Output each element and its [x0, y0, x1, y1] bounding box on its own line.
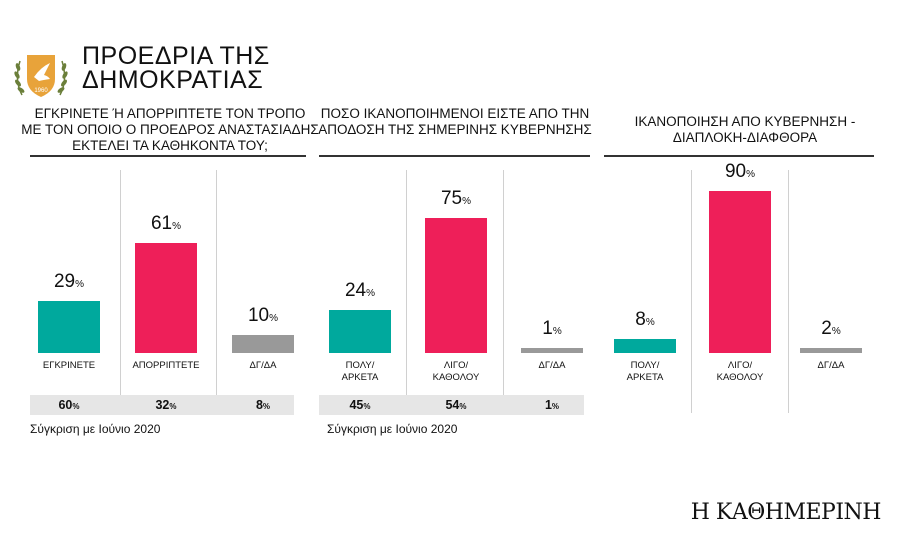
chart-2-value-label: 75% — [440, 188, 472, 209]
chart-1-comparison-note: Σύγκριση με Ιούνιο 2020 — [30, 422, 161, 436]
chart-3-bar — [800, 348, 862, 353]
chart-3-value-label: 8% — [635, 308, 655, 330]
chart-2-bar — [425, 218, 487, 353]
page-title: ΠΡΟΕΔΡΙΑ ΤΗΣ ΔΗΜΟΚΡΑΤΙΑΣ — [82, 42, 270, 94]
chart-2-category-label: ΠΟΛΥ/ΑΡΚΕΤΑ — [341, 360, 379, 383]
chart-2-category-label: ΔΓ/ΔΑ — [538, 360, 566, 371]
chart-3-category-label: ΠΟΛΥ/ΑΡΚΕΤΑ — [626, 360, 664, 383]
chart-2-bar — [521, 348, 583, 353]
chart-2-category-label: ΛΙΓΟ/ΚΑΘΟΛΟΥ — [432, 360, 480, 383]
chart-1-bar — [232, 335, 294, 353]
chart-2-comparison-note: Σύγκριση με Ιούνιο 2020 — [327, 422, 458, 436]
chart-1-title: ΕΓΚΡΙΝΕΤΕ Ή ΑΠΟΡΡΙΠΤΕΤΕ ΤΟΝ ΤΡΟΠΟ ΜΕ ΤΟΝ… — [21, 106, 319, 153]
chart-2-value-label: 24% — [344, 279, 376, 301]
chart-1-separator — [120, 170, 121, 413]
chart-1-comparison-value: 8% — [255, 398, 271, 412]
chart-2-comparison-value: 54% — [445, 398, 467, 412]
chart-3-category-label: ΔΓ/ΔΑ — [817, 360, 845, 371]
publisher-logo: Η ΚΑΘΗΜΕΡΙΝΗ — [690, 500, 882, 525]
chart-1-category-label: ΕΓΚΡΙΝΕΤΕ — [42, 360, 96, 371]
chart-1-comparison-value: 32% — [155, 398, 177, 412]
chart-2-comparison-value: 1% — [544, 398, 560, 412]
chart-3-category-label: ΛΙΓΟ/ΚΑΘΟΛΟΥ — [716, 360, 764, 383]
chart-1-category-label: ΑΠΟΡΡΙΠΤΕΤΕ — [132, 360, 200, 371]
chart-1-bar — [38, 300, 100, 353]
chart-2-title: ΠΟΣΟ ΙΚΑΝΟΠΟΙΗΜΕΝΟΙ ΕΙΣΤΕ ΑΠΟ ΤΗΝ ΑΠΟΔΟΣ… — [318, 106, 592, 137]
chart-1-value-label: 29% — [53, 270, 85, 292]
chart-1-value-label: 61% — [150, 213, 182, 235]
chart-3-value-label: 90% — [724, 161, 756, 182]
chart-2-comparison-band — [319, 395, 584, 415]
chart-1-category-label: ΔΓ/ΔΑ — [249, 360, 277, 371]
svg-text:1960: 1960 — [34, 88, 48, 94]
chart-3-title-rule — [604, 155, 874, 157]
chart-2-value-label: 1% — [542, 318, 562, 339]
chart-3-title: ΙΚΑΝΟΠΟΙΗΣΗ ΑΠΟ ΚΥΒΕΡΝΗΣΗ - ΔΙΑΠΛΟΚΗ-ΔΙΑ… — [634, 114, 856, 145]
chart-3-separator — [691, 170, 692, 413]
chart-1-bar — [135, 243, 197, 353]
chart-1-separator — [216, 170, 217, 413]
chart-3-separator — [788, 170, 789, 413]
chart-1-comparison-value: 60% — [58, 398, 80, 412]
chart-2-title-rule — [319, 155, 590, 157]
coat-of-arms-icon: 1960 — [14, 55, 68, 97]
chart-3-bar — [614, 338, 676, 353]
chart-3-bar — [709, 191, 771, 353]
chart-1-comparison-band — [30, 395, 294, 415]
chart-2-bar — [329, 309, 391, 353]
chart-2-separator — [406, 170, 407, 413]
chart-3-value-label: 2% — [821, 318, 841, 339]
chart-2-comparison-value: 45% — [349, 398, 371, 412]
chart-1-title-rule — [30, 155, 306, 157]
chart-2-separator — [503, 170, 504, 413]
chart-1-value-label: 10% — [247, 305, 279, 326]
